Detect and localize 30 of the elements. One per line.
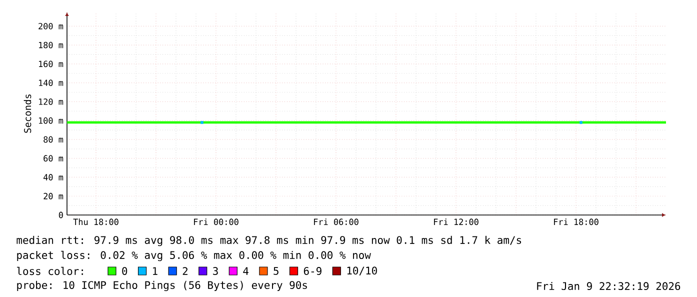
text: probe: 10 ICMP Echo Pings (56 Bytes) every 90s (17, 280, 307, 292)
text: Fri Jan 9 22:32:19 2026 (537, 282, 680, 290)
legend-label: 3 (213, 267, 218, 275)
y-tick-label: 200 m (38, 22, 64, 30)
y-tick-label: 80 m (44, 136, 64, 143)
x-tick-label: Fri 06:00 (314, 218, 358, 226)
y-tick-label: 60 m (44, 155, 64, 162)
y-tick-label: 20 m (44, 192, 64, 200)
x-tick-label: Fri 18:00 (554, 218, 598, 226)
text: median rtt: 97.9 ms avg 98.0 ms max 97.8 ms min 97.9 ms now 0.1 ms sd 1.7 k am/s (16, 236, 522, 246)
legend-label: 4 (243, 267, 248, 275)
x-tick-label: Thu 18:00 (73, 218, 118, 226)
y-tick-label: 0 (58, 212, 63, 218)
legend-label: 5 (274, 267, 278, 275)
legend-label: 1 (153, 267, 158, 275)
y-tick-label: 140 m (39, 80, 64, 86)
legend-label: 2 (182, 267, 188, 275)
legend-title: loss color: (17, 266, 83, 276)
x-tick-label: Fri 00:00 (194, 218, 238, 226)
legend-label: 0 (122, 267, 128, 275)
legend-label: 10/10 (347, 266, 377, 276)
text: packet loss: 0.02 % avg 5.06 % max 0.00 % min 0.00 % now (17, 250, 371, 262)
y-axis-title: Seconds (24, 94, 32, 133)
x-tick-label: Fri 12:00 (434, 218, 478, 226)
y-tick-label: 180 m (39, 42, 64, 48)
y-tick-label: 100 m (39, 117, 64, 124)
legend-label: 6-9 (304, 267, 322, 275)
y-tick-label: 120 m (39, 98, 64, 105)
y-tick-label: 40 m (44, 174, 64, 180)
y-tick-label: 160 m (39, 60, 64, 68)
